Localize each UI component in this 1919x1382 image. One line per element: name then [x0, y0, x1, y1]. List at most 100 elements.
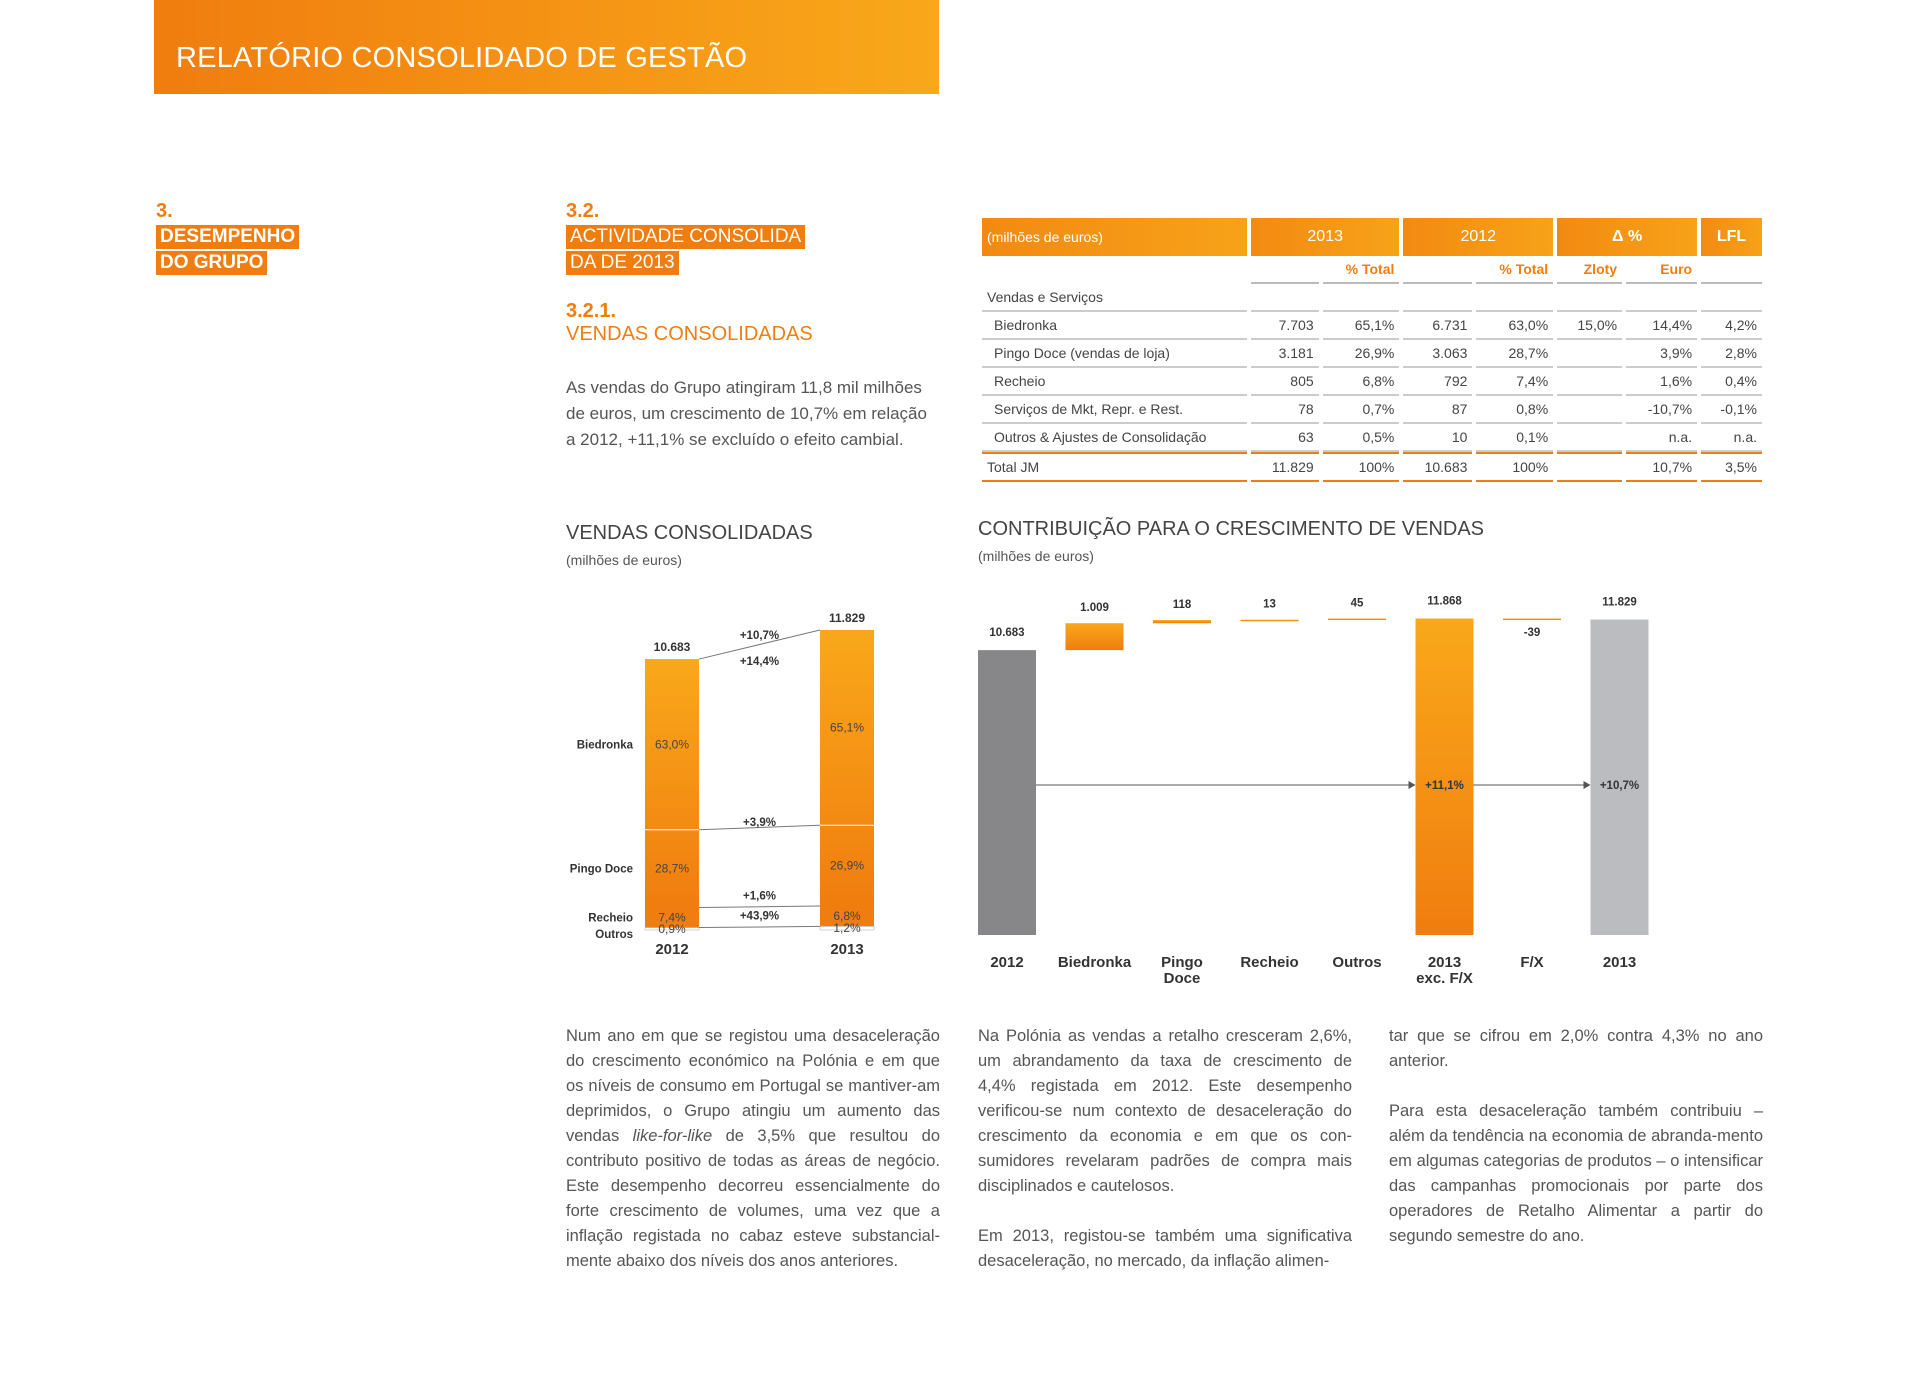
col2-paragraph-2: Em 2013, registou-se também uma signific…: [978, 1227, 1352, 1270]
row-cell-p2013: 0,5%: [1322, 424, 1400, 452]
body-column-2: Na Polónia as vendas a retalho cresceram…: [978, 1024, 1352, 1274]
total-label: 11.829: [829, 611, 865, 625]
header-delta: Δ %: [1557, 218, 1698, 256]
subsubsection-title: VENDAS CONSOLIDADAS: [566, 323, 813, 345]
series-label: Pingo Doce: [570, 864, 633, 876]
series-label: Recheio: [588, 913, 633, 925]
header-2012: 2012: [1403, 218, 1554, 256]
chart1-unit: (milhões de euros): [566, 552, 682, 568]
row-cell-v2012: 792: [1403, 368, 1473, 396]
value-label: 11.829: [1602, 597, 1637, 609]
x-tick-label: 2012: [990, 954, 1023, 971]
group-label: Vendas e Serviços: [982, 284, 1247, 312]
segment-label: 1,2%: [833, 921, 861, 935]
value-label: 11.868: [1427, 596, 1462, 608]
row-cell-euro: 1,6%: [1626, 368, 1698, 396]
table-subheader-row: % Total % Total Zloty Euro: [982, 256, 1762, 284]
row-cell-lfl: 2,8%: [1701, 340, 1762, 368]
header-lfl: LFL: [1701, 218, 1762, 256]
segment-label: 28,7%: [655, 862, 689, 876]
growth-arrow-head: [1408, 781, 1416, 789]
x-tick-label: Pingo: [1161, 954, 1203, 971]
subheader-zloty: Zloty: [1557, 256, 1623, 284]
row-cell-p2013: 65,1%: [1322, 312, 1400, 340]
subsection-heading: 3.2. ACTIVIDADE CONSOLIDA DA DE 2013: [566, 200, 806, 275]
row-cell-v2013: 3.181: [1251, 340, 1319, 368]
row-cell-v2012: 10: [1403, 424, 1473, 452]
segment-label: 7,4%: [658, 911, 686, 925]
growth-arrow-head: [1583, 781, 1591, 789]
col3-paragraph-1: tar que se cifrou em 2,0% contra 4,3% no…: [1389, 1027, 1763, 1070]
body-column-1: Num ano em que se registou uma desaceler…: [566, 1027, 940, 1270]
x-tick-label: 2013: [1603, 954, 1636, 971]
growth-label-total: +10,7%: [1600, 780, 1639, 792]
bar-outros-2012: [644, 927, 700, 931]
subsubsection-heading: 3.2.1. VENDAS CONSOLIDADAS: [566, 300, 813, 346]
col2-paragraph-1: Na Polónia as vendas a retalho cresceram…: [978, 1027, 1352, 1195]
x-tick-label: F/X: [1520, 954, 1543, 971]
connector-line: [698, 925, 821, 929]
table-total-row: Total JM 11.829 100% 10.683 100% 10,7% 3…: [982, 452, 1762, 482]
subheader-pct-2013: % Total: [1322, 256, 1400, 284]
row-cell-p2012: 28,7%: [1476, 340, 1554, 368]
sales-table: (milhões de euros) 2013 2012 Δ % LFL % T…: [978, 218, 1766, 482]
row-cell-zloty: [1557, 396, 1623, 424]
x-tick-label: Recheio: [1240, 954, 1298, 971]
connector-line: [698, 629, 821, 660]
chart1-title: VENDAS CONSOLIDADAS: [566, 522, 813, 544]
subheader-pct-2012: % Total: [1476, 256, 1554, 284]
body-column-3: tar que se cifrou em 2,0% contra 4,3% no…: [1389, 1024, 1763, 1249]
growth-label-biedronka: +14,4%: [740, 656, 779, 668]
segment-label: 26,9%: [830, 859, 864, 873]
segment-label: 65,1%: [830, 721, 864, 735]
row-cell-p2013: 0,7%: [1322, 396, 1400, 424]
series-label: Biedronka: [577, 739, 634, 751]
section-title-line2: DO GRUPO: [156, 251, 268, 275]
table-row: Biedronka 7.703 65,1% 6.731 63,0% 15,0% 14,4% 4…: [982, 312, 1762, 340]
row-cell-v2013: 805: [1251, 368, 1319, 396]
row-cell-euro: 3,9%: [1626, 340, 1698, 368]
row-label: Recheio: [982, 368, 1247, 396]
value-label: 13: [1263, 599, 1276, 611]
row-cell-v2012: 6.731: [1403, 312, 1473, 340]
row-label: Outros & Ajustes de Consolidação: [982, 424, 1247, 452]
row-cell-p2013: 26,9%: [1322, 340, 1400, 368]
value-label: 1.009: [1080, 602, 1109, 614]
row-cell-lfl: 0,4%: [1701, 368, 1762, 396]
row-label: Biedronka: [982, 312, 1247, 340]
waterfall-bar: [1328, 618, 1386, 621]
row-cell-p2012: 63,0%: [1476, 312, 1554, 340]
row-cell-p2013: 6,8%: [1322, 368, 1400, 396]
intro-text: As vendas do Grupo atingiram 11,8 mil mi…: [566, 378, 927, 449]
growth-label-outros: +43,9%: [740, 911, 779, 923]
header-2013: 2013: [1251, 218, 1400, 256]
section-heading: 3. DESEMPENHO DO GRUPO: [156, 200, 300, 275]
row-cell-p2012: 7,4%: [1476, 368, 1554, 396]
row-cell-euro: -10,7%: [1626, 396, 1698, 424]
value-label: 45: [1351, 598, 1364, 610]
growth-label-pingo_doce: +3,9%: [743, 817, 776, 829]
waterfall-bar: [978, 650, 1036, 935]
section-title-line1: DESEMPENHO: [156, 225, 300, 249]
total-label: 10.683: [654, 640, 691, 654]
row-cell-lfl: 4,2%: [1701, 312, 1762, 340]
row-label: Serviços de Mkt, Repr. e Rest.: [982, 396, 1247, 424]
row-label: Pingo Doce (vendas de loja): [982, 340, 1247, 368]
table-row: Outros & Ajustes de Consolidação 63 0,5% 10…: [982, 424, 1762, 452]
row-cell-p2012: 0,8%: [1476, 396, 1554, 424]
value-label: 10.683: [989, 627, 1024, 639]
row-cell-v2013: 63: [1251, 424, 1319, 452]
row-cell-p2012: 0,1%: [1476, 424, 1554, 452]
sales-stacked-chart: 63,0% 28,7% 7,4%0,9% 10.683 2012 65,1% 26,9% 6,…: [570, 611, 875, 958]
x-tick-label: Doce: [1164, 970, 1201, 985]
row-cell-zloty: 15,0%: [1557, 312, 1623, 340]
growth-label-total: +10,7%: [740, 630, 779, 642]
total-p2012: 100%: [1476, 452, 1554, 482]
waterfall-bar: [1503, 618, 1561, 621]
subsection-title-line1: ACTIVIDADE CONSOLIDA: [566, 225, 806, 249]
x-tick-label: 2013: [830, 941, 863, 958]
chart2-unit: (milhões de euros): [978, 548, 1094, 564]
series-label: Outros: [595, 929, 633, 941]
subheader-euro: Euro: [1626, 256, 1698, 284]
